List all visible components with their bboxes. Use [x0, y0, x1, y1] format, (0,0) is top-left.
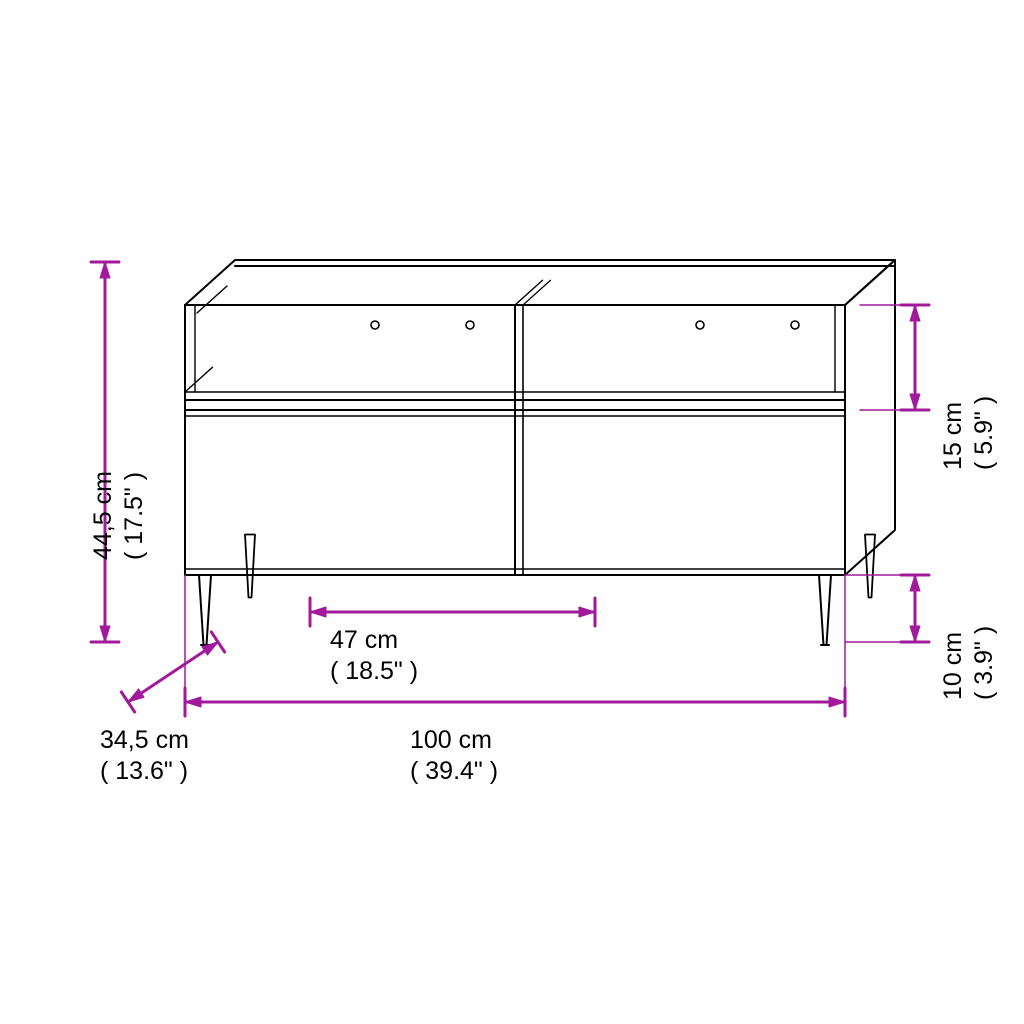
dim-depth-cm: 34,5 cm — [100, 725, 189, 756]
dim-width-cm: 100 cm — [410, 725, 498, 756]
dim-label-leg: 10 cm ( 3.9" ) — [938, 626, 1001, 700]
dim-height-in: ( 17.5" ) — [119, 471, 150, 560]
dim-label-width: 100 cm ( 39.4" ) — [410, 725, 498, 788]
dim-label-drawer: 47 cm ( 18.5" ) — [330, 625, 418, 688]
dim-depth-in: ( 13.6" ) — [100, 756, 189, 787]
drawing-svg — [0, 0, 1024, 1024]
dim-height-cm: 44,5 cm — [88, 471, 119, 560]
dim-drawer-in: ( 18.5" ) — [330, 656, 418, 687]
dim-width-in: ( 39.4" ) — [410, 756, 498, 787]
dim-leg-in: ( 3.9" ) — [969, 626, 1000, 700]
dim-leg-cm: 10 cm — [938, 626, 969, 700]
dim-drawer-cm: 47 cm — [330, 625, 418, 656]
dim-shelf-cm: 15 cm — [938, 396, 969, 470]
diagram-stage: { "colors": { "outline": "#000000", "dim… — [0, 0, 1024, 1024]
dim-label-height: 44,5 cm ( 17.5" ) — [88, 471, 151, 560]
dim-label-shelf: 15 cm ( 5.9" ) — [938, 396, 1001, 470]
dim-shelf-in: ( 5.9" ) — [969, 396, 1000, 470]
dim-label-depth: 34,5 cm ( 13.6" ) — [100, 725, 189, 788]
